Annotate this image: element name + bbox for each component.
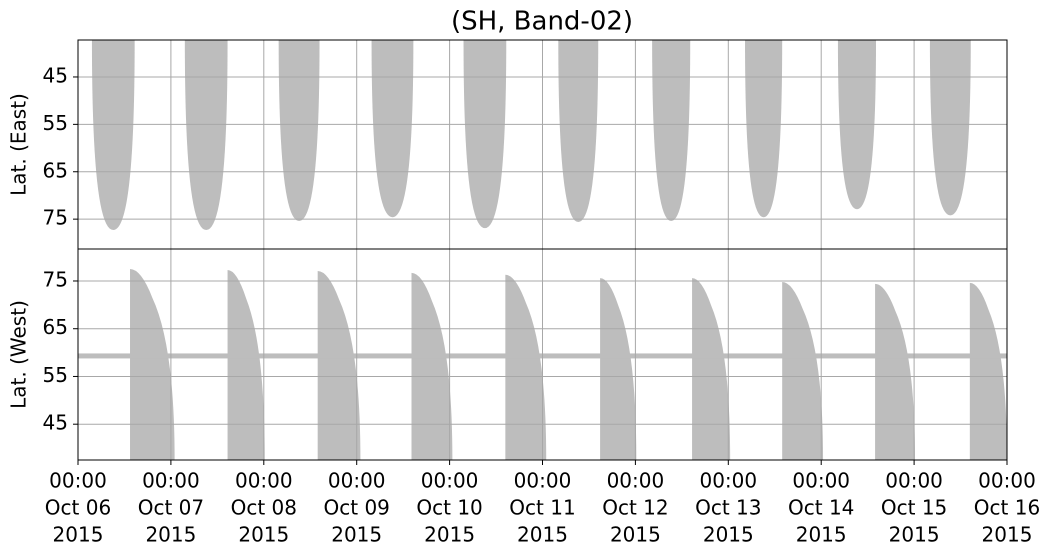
y-tick-label: 75 [43,267,68,291]
coverage-lobe [184,40,228,231]
x-tick-label: 2015 [331,523,382,547]
x-tick-label: Oct 14 [788,496,854,520]
y-tick-label: 65 [43,315,68,339]
x-tick-label: 00:00 [235,469,293,493]
coverage-lobe [411,272,453,460]
x-tick-label: 2015 [610,523,661,547]
x-tick-label: Oct 15 [881,496,947,520]
x-tick-label: Oct 10 [416,496,482,520]
x-tick-label: Oct 11 [509,496,575,520]
x-tick-label: 00:00 [978,469,1036,493]
x-tick-label: 00:00 [699,469,757,493]
x-tick-label: 2015 [53,523,104,547]
plot-frame [77,248,1008,461]
x-tick-label: 00:00 [49,469,107,493]
y-tick-label: 55 [43,363,68,387]
x-tick-label: 00:00 [885,469,943,493]
x-tick-label: 2015 [703,523,754,547]
y-tick-label: 65 [43,158,68,182]
coverage-lobe [969,282,1007,460]
y-tick-label: 55 [43,111,68,135]
x-tick-label: 2015 [517,523,568,547]
coverage-lobe [692,278,731,460]
x-tick-label: 00:00 [607,469,665,493]
coverage-lobe [317,270,361,460]
x-tick-label: 2015 [238,523,289,547]
x-tick-label: Oct 07 [138,496,204,520]
y-axis-label: Lat. (East) [7,93,31,196]
coverage-lobe [91,40,135,231]
coverage-lobe [278,40,320,222]
x-tick-label: 00:00 [142,469,200,493]
coverage-lobe [652,40,691,222]
y-axis-label: Lat. (West) [7,300,31,409]
x-tick-label: 00:00 [514,469,572,493]
x-tick-label: Oct 12 [602,496,668,520]
coverage-lobe [371,40,414,218]
x-tick-label: Oct 13 [695,496,761,520]
x-tick-label: Oct 08 [231,496,297,520]
x-tick-label: 00:00 [328,469,386,493]
coverage-lobe [929,40,971,216]
coverage-lobe [600,278,637,460]
x-tick-label: 00:00 [792,469,850,493]
x-tick-label: 2015 [424,523,475,547]
coverage-lobe [463,40,507,229]
x-tick-label: Oct 06 [45,496,111,520]
y-tick-label: 75 [43,206,68,230]
y-tick-label: 45 [43,63,68,87]
coverage-lobe [130,269,175,460]
coverage-lobe [227,270,265,460]
chart-title: (SH, Band-02) [451,7,633,37]
x-tick-label: 2015 [889,523,940,547]
coverage-lobe [875,283,916,460]
x-tick-label: 2015 [982,523,1033,547]
coverage-lobe [558,40,599,222]
x-tick-label: 00:00 [421,469,479,493]
coverage-lobe [745,40,783,218]
x-tick-label: Oct 09 [324,496,390,520]
coverage-lobe [782,281,824,460]
coverage-lobe [505,274,547,460]
x-tick-label: 2015 [796,523,847,547]
x-tick-label: Oct 16 [974,496,1040,520]
y-tick-label: 45 [43,411,68,435]
x-tick-label: 2015 [145,523,196,547]
